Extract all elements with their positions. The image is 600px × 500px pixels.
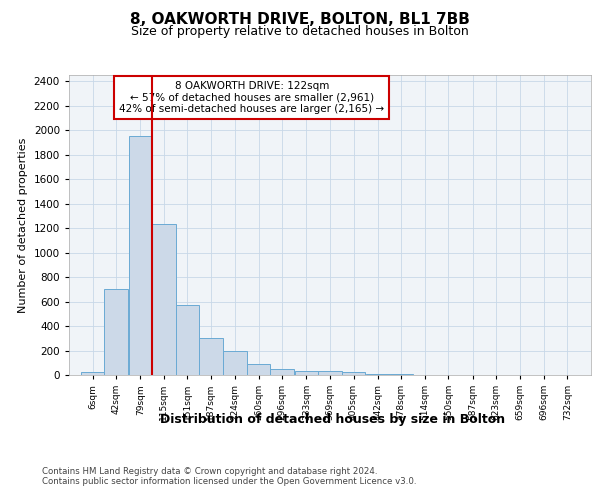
Text: Size of property relative to detached houses in Bolton: Size of property relative to detached ho…	[131, 25, 469, 38]
Text: 8 OAKWORTH DRIVE: 122sqm
← 57% of detached houses are smaller (2,961)
42% of sem: 8 OAKWORTH DRIVE: 122sqm ← 57% of detach…	[119, 81, 384, 114]
Bar	[366, 374, 389, 375]
Bar	[128, 136, 152, 375]
Bar	[223, 350, 247, 375]
Text: Contains public sector information licensed under the Open Government Licence v3: Contains public sector information licen…	[42, 478, 416, 486]
Bar	[247, 364, 271, 375]
Bar	[318, 372, 342, 375]
Bar	[176, 304, 199, 375]
Bar	[199, 338, 223, 375]
Bar	[81, 372, 104, 375]
Bar	[295, 370, 318, 375]
Bar	[152, 224, 176, 375]
Bar	[104, 290, 128, 375]
Bar	[271, 370, 294, 375]
Bar	[389, 374, 413, 375]
Text: Contains HM Land Registry data © Crown copyright and database right 2024.: Contains HM Land Registry data © Crown c…	[42, 468, 377, 476]
Text: Distribution of detached houses by size in Bolton: Distribution of detached houses by size …	[160, 412, 506, 426]
Bar	[342, 372, 365, 375]
Text: 8, OAKWORTH DRIVE, BOLTON, BL1 7BB: 8, OAKWORTH DRIVE, BOLTON, BL1 7BB	[130, 12, 470, 28]
Y-axis label: Number of detached properties: Number of detached properties	[18, 138, 28, 312]
